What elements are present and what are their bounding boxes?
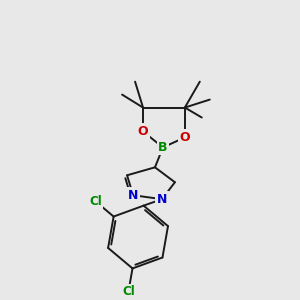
Text: N: N <box>128 189 138 202</box>
Text: Cl: Cl <box>89 195 102 208</box>
Text: B: B <box>158 141 168 154</box>
Text: O: O <box>138 125 148 138</box>
Text: Cl: Cl <box>122 286 135 298</box>
Text: N: N <box>157 193 167 206</box>
Text: O: O <box>179 131 190 144</box>
